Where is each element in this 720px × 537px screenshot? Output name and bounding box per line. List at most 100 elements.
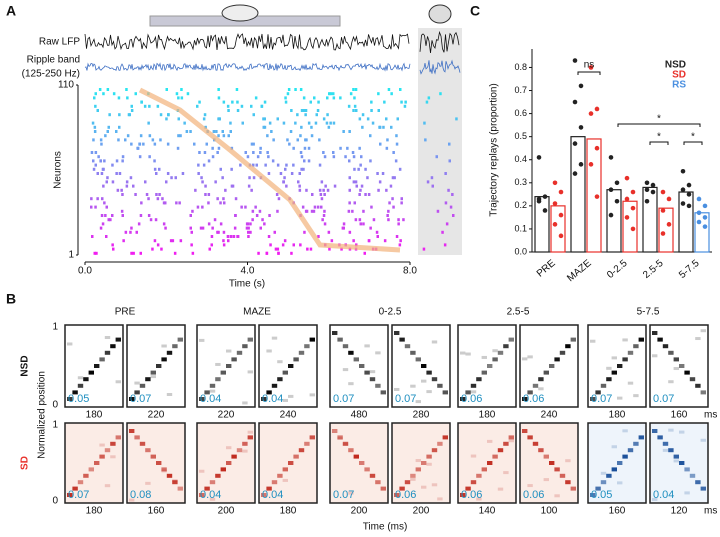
heatmap-frame <box>196 324 256 408</box>
spike <box>101 167 105 171</box>
spike <box>170 176 173 180</box>
spike <box>248 176 251 180</box>
spike <box>211 146 214 150</box>
duration-label: 280 <box>413 410 430 421</box>
spike <box>138 142 141 146</box>
heatmap-cell <box>487 461 493 465</box>
spike <box>190 243 193 247</box>
dot <box>686 192 692 197</box>
heatmap-cell <box>209 480 216 485</box>
heatmap-cell <box>298 350 305 355</box>
spike <box>223 201 226 205</box>
spike <box>132 251 135 255</box>
spike <box>444 172 447 175</box>
spike <box>321 218 324 222</box>
spike <box>161 197 164 201</box>
spike <box>101 222 105 226</box>
spike <box>325 121 329 125</box>
spike <box>111 243 114 247</box>
spike <box>385 117 388 121</box>
spike <box>257 251 260 255</box>
heatmap-cell <box>110 441 116 446</box>
spike <box>144 180 147 184</box>
spike <box>290 109 293 112</box>
spike <box>214 180 217 184</box>
spike <box>364 167 367 171</box>
spike <box>339 96 342 100</box>
spike <box>229 235 233 238</box>
heatmap-cell <box>611 445 617 449</box>
heatmap-cell <box>492 349 498 353</box>
spike <box>304 209 308 213</box>
row-label: NSD <box>20 355 31 376</box>
spike <box>262 117 265 121</box>
duration-label: 200 <box>351 506 368 517</box>
spike <box>191 209 194 213</box>
spike <box>179 134 182 138</box>
spike <box>326 113 329 117</box>
spike <box>300 109 304 112</box>
replay-score: 0.05 <box>68 393 89 405</box>
spike <box>186 92 190 96</box>
spike <box>231 100 234 104</box>
spike <box>304 113 307 117</box>
spike <box>316 205 320 209</box>
spike <box>116 188 120 192</box>
heatmap-cell <box>565 344 571 349</box>
spike <box>255 163 258 167</box>
dot <box>588 65 594 70</box>
spike <box>303 146 307 150</box>
heatmap-cell <box>145 481 151 485</box>
dot <box>702 215 708 220</box>
spike <box>108 113 111 117</box>
spike <box>236 235 240 238</box>
spike <box>106 130 109 133</box>
spike <box>284 100 288 104</box>
spike <box>348 159 351 163</box>
spike <box>142 142 145 146</box>
heatmap-frame <box>457 422 517 504</box>
spike <box>377 92 380 96</box>
spike <box>382 125 385 129</box>
spike <box>276 209 279 213</box>
spike <box>100 214 104 217</box>
spike <box>375 230 379 234</box>
heatmap-cell <box>394 493 400 497</box>
heatmap-cell <box>431 483 438 487</box>
heatmap-cell <box>476 497 482 501</box>
spike <box>126 96 129 100</box>
x-tick-label: 4.0 <box>241 266 255 277</box>
spike <box>91 235 94 238</box>
spike <box>247 230 250 234</box>
spike <box>354 180 358 184</box>
heatmap-cell <box>177 337 183 342</box>
spike <box>204 125 207 129</box>
spike <box>333 184 337 188</box>
heatmap-cell <box>700 438 706 442</box>
spike <box>348 176 351 180</box>
spike <box>390 92 393 96</box>
y-tick-label: 1 <box>52 322 58 333</box>
spike <box>369 159 372 163</box>
heatmap-cell <box>83 473 89 478</box>
spike <box>304 138 307 142</box>
spike <box>339 146 342 150</box>
spike <box>154 218 158 222</box>
spike <box>400 197 403 201</box>
spike <box>255 214 259 217</box>
sleep-inset <box>418 28 462 255</box>
heatmap-cell <box>166 473 173 478</box>
heatmap-cell <box>638 337 644 342</box>
heatmap-cell <box>150 370 156 375</box>
spike <box>320 180 324 184</box>
spike <box>290 172 294 175</box>
duration-label: 180 <box>609 410 626 421</box>
dot <box>572 99 578 105</box>
heatmap-cell <box>177 486 183 491</box>
heatmap-cell <box>465 352 471 356</box>
spike <box>326 188 330 192</box>
heatmap-cell <box>282 478 288 482</box>
heatmap-cell <box>348 382 354 386</box>
heatmap-cell <box>673 357 679 362</box>
spike <box>268 214 271 217</box>
